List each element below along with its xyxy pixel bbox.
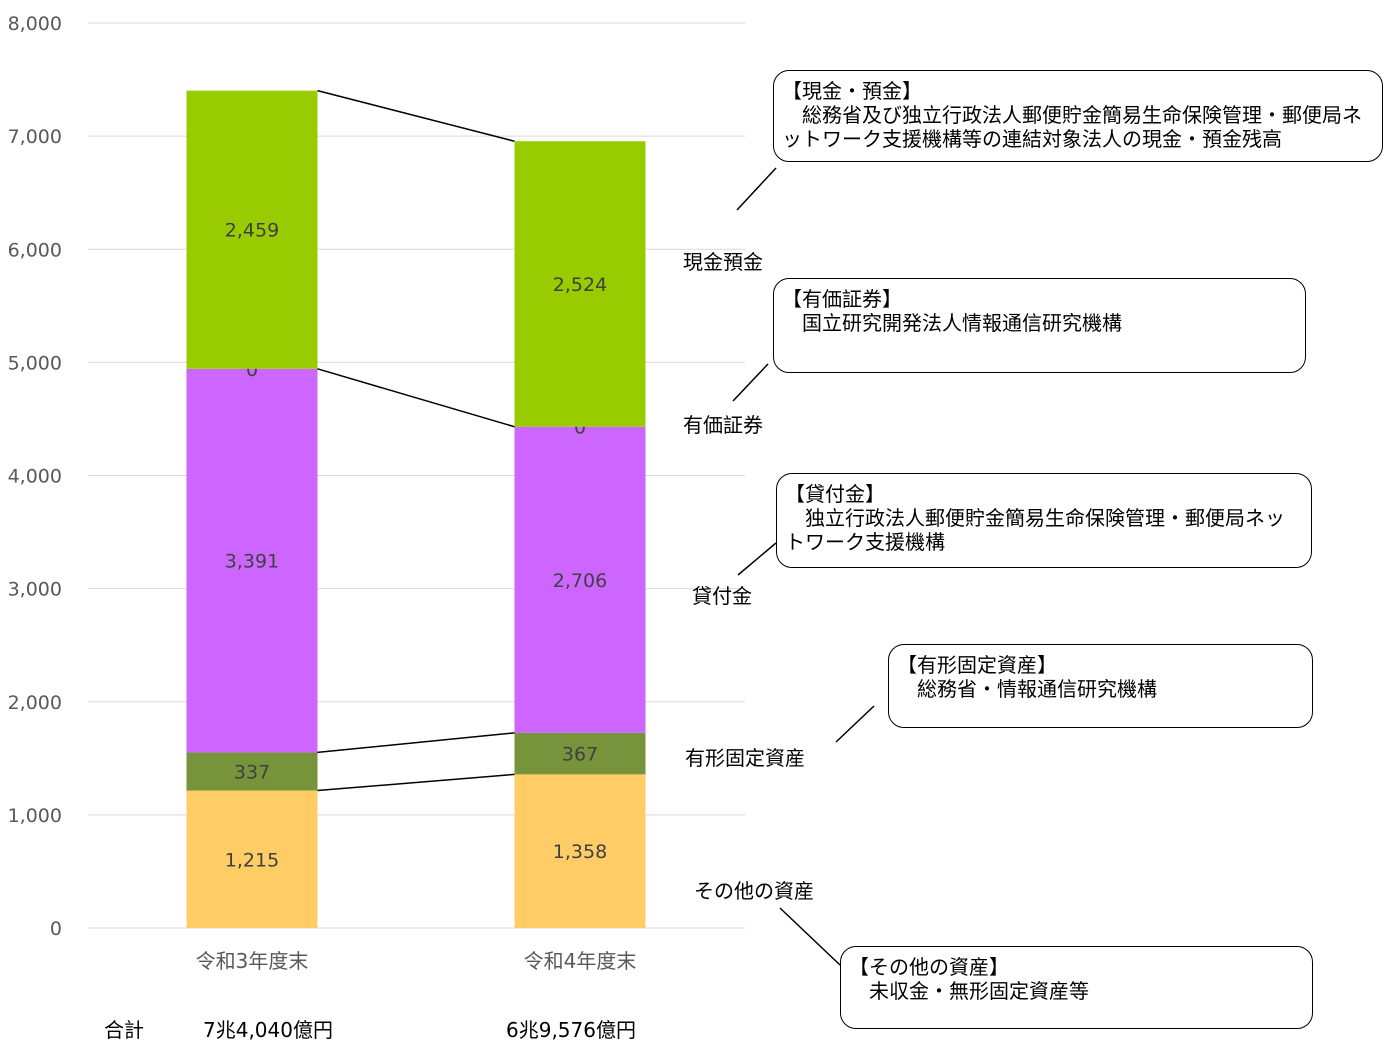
bar-segment bbox=[186, 790, 318, 928]
callout-tangible-title: 【有形固定資産】 bbox=[897, 653, 1057, 677]
y-tick-label: 6,000 bbox=[8, 239, 62, 261]
bar-segment bbox=[186, 368, 318, 753]
leader-line bbox=[737, 542, 777, 576]
y-tick-label: 5,000 bbox=[8, 352, 62, 374]
callout-cash-body: 総務省及び独立行政法人郵便貯金簡易生命保険管理・郵便局ネットワーク支援機構等の連… bbox=[782, 103, 1362, 151]
bar-segment bbox=[514, 732, 646, 775]
callout-securities-title: 【有価証券】 bbox=[782, 287, 902, 311]
callout-cash: 【現金・預金】 総務省及び独立行政法人郵便貯金簡易生命保険管理・郵便局ネットワー… bbox=[773, 70, 1383, 162]
data-label: 2,459 bbox=[225, 220, 279, 242]
callout-tangible-body: 総務省・情報通信研究機構 bbox=[917, 677, 1157, 701]
callout-loans-body: 独立行政法人郵便貯金簡易生命保険管理・郵便局ネットワーク支援機構 bbox=[785, 506, 1285, 554]
leader-line bbox=[779, 907, 841, 966]
leader-line bbox=[835, 705, 875, 743]
y-tick-label: 7,000 bbox=[8, 126, 62, 148]
y-tick-label: 3,000 bbox=[8, 579, 62, 601]
callout-securities-body: 国立研究開発法人情報通信研究機構 bbox=[802, 311, 1122, 335]
callout-cash-title: 【現金・預金】 bbox=[782, 79, 922, 103]
callout-loans-title: 【貸付金】 bbox=[785, 482, 885, 506]
callout-other-title: 【その他の資産】 bbox=[849, 955, 1009, 979]
connector-line bbox=[317, 89, 515, 142]
data-label: 2,524 bbox=[553, 274, 607, 296]
connector-line bbox=[317, 368, 515, 428]
connector-line bbox=[317, 732, 515, 754]
total-value-r4: 6兆9,576億円 bbox=[506, 1018, 636, 1042]
totals-label: 合計 bbox=[104, 1018, 144, 1042]
data-label: 2,706 bbox=[553, 570, 607, 592]
bar-segment bbox=[186, 752, 318, 791]
series-label-tangible: 有形固定資産 bbox=[685, 746, 805, 770]
data-label: 367 bbox=[562, 744, 598, 766]
callout-other: 【その他の資産】 未収金・無形固定資産等 bbox=[840, 946, 1313, 1029]
y-tick-label: 8,000 bbox=[8, 13, 62, 35]
bar-segment bbox=[186, 90, 318, 369]
total-value-r3: 7兆4,040億円 bbox=[203, 1018, 333, 1042]
data-label: 3,391 bbox=[225, 551, 279, 573]
y-tick-label: 0 bbox=[50, 918, 62, 940]
y-tick-label: 2,000 bbox=[8, 692, 62, 714]
series-label-other: その他の資産 bbox=[694, 879, 814, 903]
callout-loans: 【貸付金】 独立行政法人郵便貯金簡易生命保険管理・郵便局ネットワーク支援機構 bbox=[776, 473, 1312, 568]
callout-securities: 【有価証券】 国立研究開発法人情報通信研究機構 bbox=[773, 278, 1306, 373]
leader-line bbox=[732, 363, 769, 402]
bar-segment bbox=[514, 426, 646, 733]
y-tick-label: 4,000 bbox=[8, 466, 62, 488]
bar-segment bbox=[514, 141, 646, 427]
bar-segment bbox=[514, 774, 646, 928]
series-label-cash: 現金預金 bbox=[683, 250, 763, 274]
x-tick-label: 令和3年度末 bbox=[196, 949, 309, 973]
leader-line bbox=[736, 167, 777, 211]
data-label: 1,358 bbox=[553, 841, 607, 863]
series-label-securities: 有価証券 bbox=[683, 413, 763, 437]
callout-other-body: 未収金・無形固定資産等 bbox=[869, 979, 1089, 1003]
x-tick-label: 令和4年度末 bbox=[524, 949, 637, 973]
data-label: 337 bbox=[234, 761, 270, 783]
callout-tangible: 【有形固定資産】 総務省・情報通信研究機構 bbox=[888, 644, 1313, 728]
connector-line bbox=[317, 773, 515, 792]
series-label-loans: 貸付金 bbox=[692, 584, 752, 608]
data-label: 1,215 bbox=[225, 849, 279, 871]
y-tick-label: 1,000 bbox=[8, 805, 62, 827]
